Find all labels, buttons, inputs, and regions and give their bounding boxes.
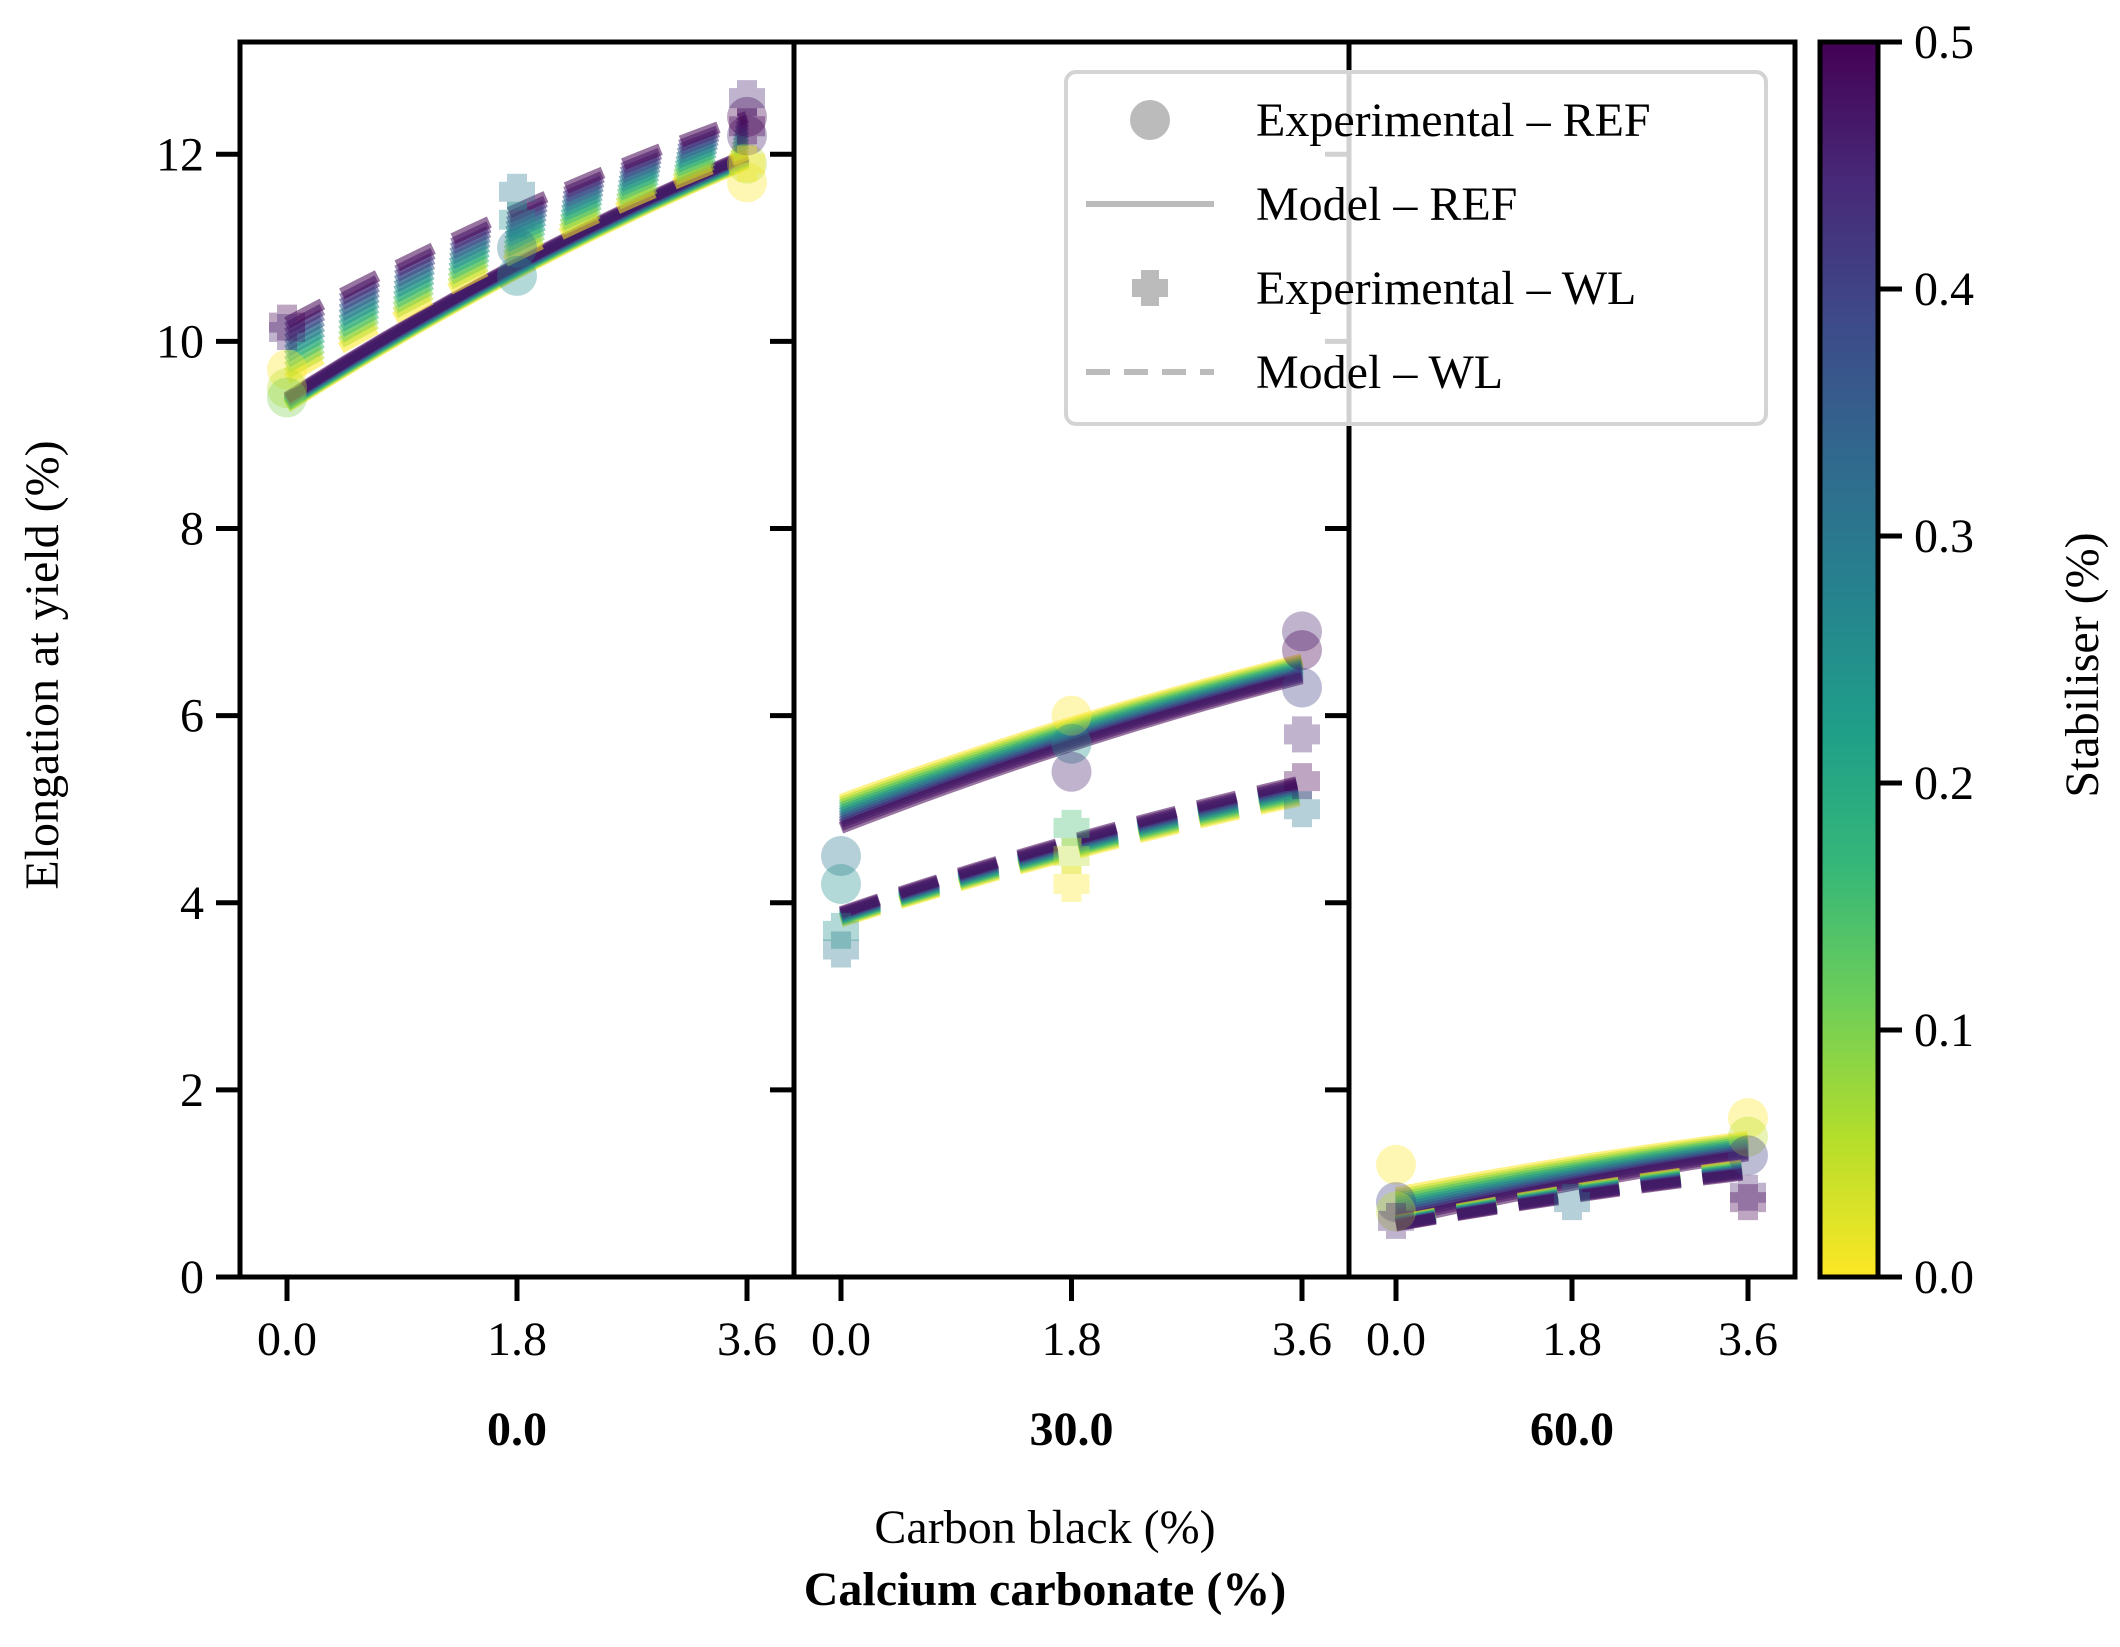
model-wl-line — [284, 111, 750, 328]
experimental-ref-point — [1282, 611, 1322, 652]
colorbar-tick-label: 0.2 — [1914, 757, 1974, 810]
experimental-ref-point — [1728, 1135, 1768, 1176]
legend-circle-marker — [1130, 100, 1170, 140]
experimental-wl-point — [1730, 1184, 1766, 1221]
experimental-wl-point — [729, 108, 765, 145]
experimental-ref-point — [267, 349, 307, 390]
x-tick-label: 1.8 — [1042, 1313, 1102, 1366]
experimental-ref-point — [821, 864, 861, 905]
legend-box — [1064, 70, 1768, 426]
experimental-ref-point — [727, 143, 767, 184]
x-tick-label: 1.8 — [487, 1313, 547, 1366]
colorbar: 0.0 0.1 0.2 0.3 0.4 0.5 — [1817, 16, 1974, 1304]
experimental-ref-point — [1728, 1116, 1768, 1157]
group-axis-title: Calcium carbonate (%) — [804, 1563, 1287, 1616]
experimental-ref-point — [1376, 1144, 1416, 1185]
experimental-ref-point — [1051, 751, 1092, 792]
legend-label: Model – WL — [1256, 346, 1503, 399]
y-tick-label: 2 — [180, 1064, 204, 1117]
group-label: 0.0 — [487, 1403, 547, 1456]
x-tick-label: 3.6 — [717, 1313, 777, 1366]
legend-plus-marker — [1132, 270, 1168, 306]
plot-panels: 0.0 1.8 3.6 0.0 0 2 4 6 8 10 12 0.0 1.8 3.6 30.0 0.0 1.8… — [156, 39, 1798, 1456]
experimental-ref-point — [1282, 630, 1322, 671]
x-tick-label: 0.0 — [1366, 1313, 1426, 1366]
experimental-wl-point — [269, 304, 305, 341]
legend: Experimental – REF Model – REF Experimenta… — [1064, 70, 1768, 426]
legend-label: Experimental – REF — [1256, 94, 1651, 147]
colorbar-tick-label: 0.4 — [1914, 263, 1974, 316]
model-ref-line — [838, 672, 1304, 834]
x-tick-label: 3.6 — [1718, 1313, 1778, 1366]
group-label: 60.0 — [1530, 1403, 1614, 1456]
experimental-ref-point — [1376, 1182, 1416, 1223]
experimental-wl-point — [1053, 809, 1090, 846]
panel-30.0: 0.0 1.8 3.6 30.0 — [770, 39, 1352, 1456]
y-tick-label: 8 — [180, 503, 204, 556]
panel-60.0: 0.0 1.8 3.6 60.0 — [1325, 39, 1798, 1456]
experimental-ref-point — [727, 162, 767, 203]
experimental-ref-point — [1051, 695, 1092, 736]
experimental-ref-point — [821, 835, 861, 876]
experimental-ref-point — [1376, 1191, 1416, 1232]
experimental-ref-point — [267, 377, 307, 418]
experimental-ref-point — [1051, 723, 1092, 764]
experimental-ref-point — [497, 255, 537, 296]
colorbar-tick-label: 0.0 — [1914, 1251, 1974, 1304]
x-axis-title: Carbon black (%) — [874, 1501, 1215, 1554]
experimental-wl-point — [1284, 763, 1320, 800]
x-tick-label: 3.6 — [1272, 1313, 1332, 1366]
experimental-wl-point — [1053, 866, 1090, 903]
experimental-wl-point — [269, 314, 305, 351]
legend-label: Model – REF — [1256, 178, 1517, 231]
experimental-wl-point — [823, 912, 859, 949]
model-ref-line — [1394, 1149, 1749, 1227]
experimental-ref-point — [727, 115, 767, 156]
experimental-wl-point — [1378, 1202, 1414, 1239]
experimental-wl-point — [823, 931, 859, 968]
y-tick-label: 0 — [180, 1251, 204, 1304]
y-tick-label: 4 — [180, 877, 204, 930]
experimental-wl-point — [499, 173, 535, 210]
experimental-wl-point — [1284, 716, 1320, 753]
x-tick-label: 1.8 — [1542, 1313, 1602, 1366]
legend-label: Experimental – WL — [1256, 262, 1636, 315]
experimental-ref-point — [267, 368, 307, 409]
experimental-ref-point — [1282, 667, 1322, 708]
experimental-wl-point — [729, 145, 765, 182]
experimental-ref-point — [497, 227, 537, 268]
panel-0.0: 0.0 1.8 3.6 0.0 0 2 4 6 8 10 12 — [156, 39, 797, 1456]
y-axis-title: Elongation at yield (%) — [16, 440, 69, 889]
experimental-wl-point — [1284, 791, 1320, 828]
experimental-ref-point — [727, 96, 767, 137]
y-tick-label: 12 — [156, 128, 204, 181]
colorbar-tick-label: 0.5 — [1914, 16, 1974, 69]
colorbar-tick-label: 0.3 — [1914, 510, 1974, 563]
experimental-wl-point — [1554, 1184, 1590, 1221]
colorbar-tick-label: 0.1 — [1914, 1004, 1974, 1057]
y-tick-label: 10 — [156, 315, 204, 368]
colorbar-title: Stabiliser (%) — [2056, 532, 2109, 797]
y-tick-label: 6 — [180, 690, 204, 743]
x-tick-label: 0.0 — [811, 1313, 871, 1366]
model-wl-line — [839, 775, 1304, 918]
experimental-wl-point — [1730, 1174, 1766, 1211]
experimental-ref-point — [1728, 1097, 1768, 1138]
x-tick-label: 0.0 — [257, 1313, 317, 1366]
group-label: 30.0 — [1030, 1403, 1114, 1456]
experimental-wl-point — [729, 80, 765, 117]
experimental-wl-point — [499, 201, 535, 238]
experimental-wl-point — [1053, 837, 1090, 874]
colorbar-gradient — [1817, 39, 1881, 1280]
